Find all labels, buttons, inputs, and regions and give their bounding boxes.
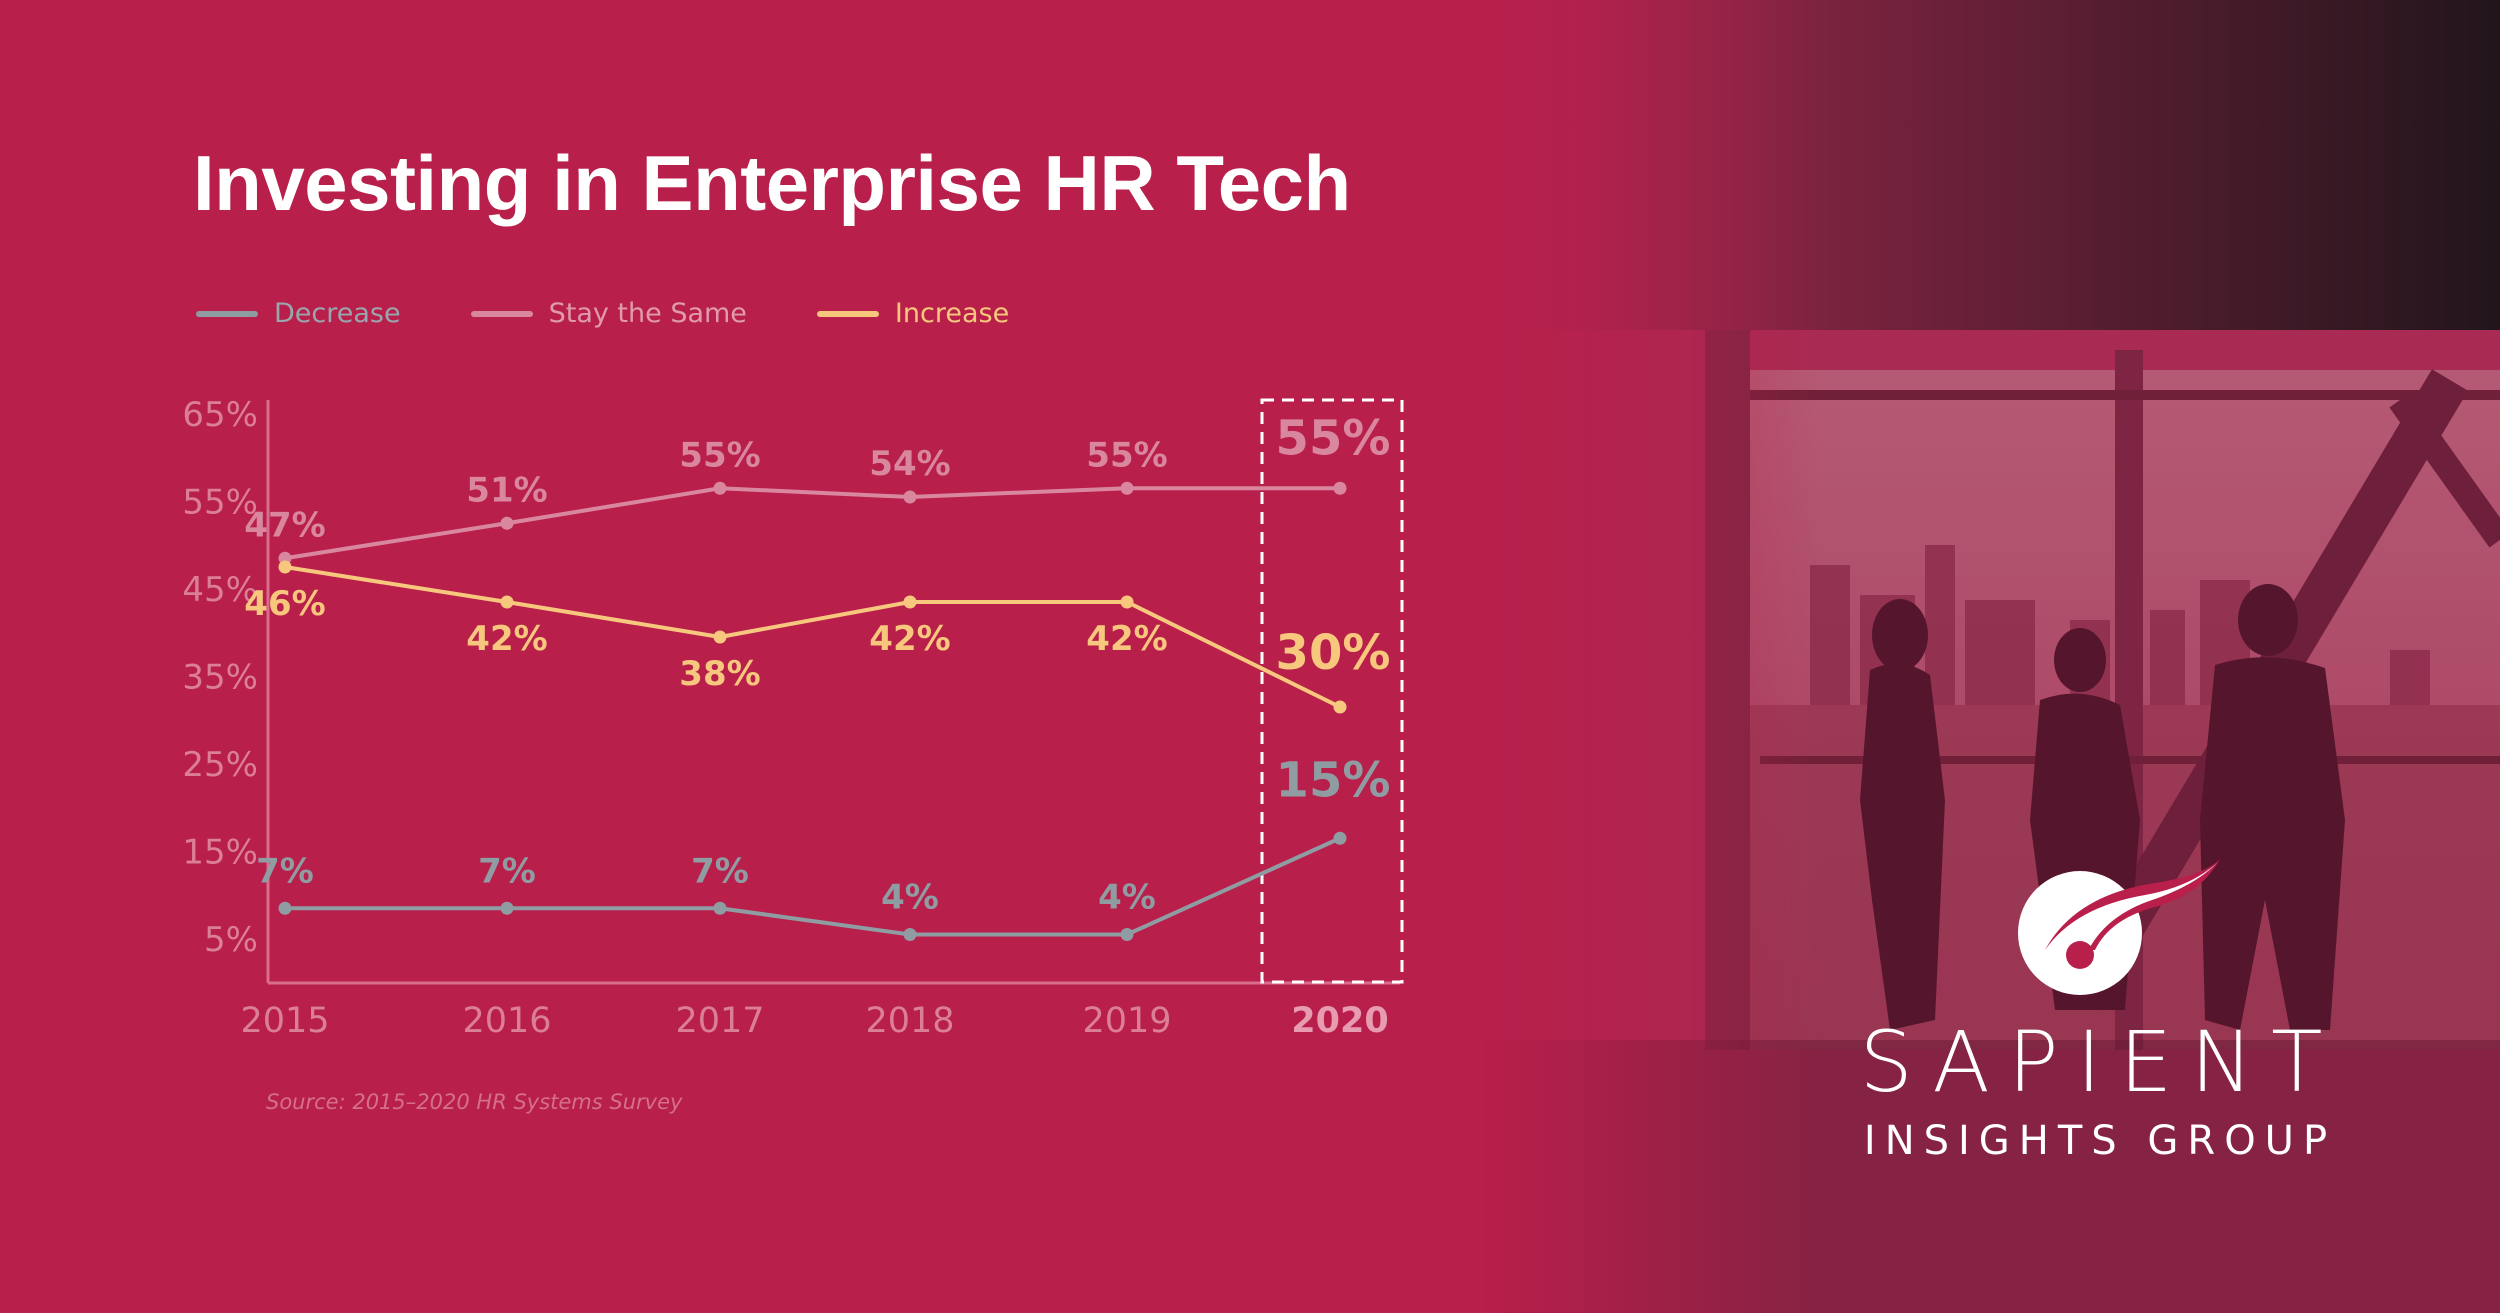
y-tick-label: 35% <box>182 657 258 697</box>
data-label-stay: 47% <box>244 505 325 545</box>
data-point-increase <box>903 595 917 609</box>
data-point-stay <box>1120 481 1134 495</box>
y-tick-label: 15% <box>182 832 258 872</box>
legend-item-increase: Increase <box>816 298 1010 329</box>
y-tick-label: 65% <box>182 395 258 435</box>
legend-swatch-decrease <box>196 310 258 317</box>
data-point-increase <box>1333 700 1347 714</box>
page-title: Investing in Enterprise HR Tech <box>193 139 1351 227</box>
source-note: Source: 2015–2020 HR Systems Survey <box>266 1090 683 1114</box>
data-label-decrease: 7% <box>478 851 536 891</box>
data-label-stay: 51% <box>466 470 547 510</box>
series-line-decrease <box>285 836 1341 937</box>
logo-wordmark: SAPIENT <box>1859 1013 2341 1111</box>
data-point-increase <box>713 630 727 644</box>
data-point-stay <box>713 481 727 495</box>
data-label-stay: 55% <box>1276 410 1391 466</box>
legend-label-increase: Increase <box>894 298 1010 329</box>
legend-swatch-increase <box>816 310 879 317</box>
x-tick-label: 2015 <box>240 1001 329 1041</box>
data-label-decrease: 7% <box>256 851 314 891</box>
highlight-box-2020 <box>1260 398 1404 984</box>
data-label-increase: 38% <box>679 654 760 694</box>
data-point-decrease <box>278 901 292 915</box>
data-label-decrease: 4% <box>1098 878 1156 918</box>
data-label-stay: 55% <box>679 435 760 475</box>
data-label-increase: 42% <box>466 619 547 659</box>
y-tick-label: 45% <box>182 570 258 610</box>
legend-label-decrease: Decrease <box>274 298 401 329</box>
legend-label-stay-the-same: Stay the Same <box>548 298 747 329</box>
data-point-increase <box>500 595 514 609</box>
logo-subtitle: INSIGHTS GROUP <box>1863 1118 2337 1164</box>
data-label-stay: 54% <box>869 444 950 484</box>
data-point-decrease <box>713 901 727 915</box>
x-tick-label: 2016 <box>462 1001 551 1041</box>
data-label-increase: 42% <box>869 619 950 659</box>
x-tick-label: 2018 <box>865 1001 954 1041</box>
legend-item-stay-the-same: Stay the Same <box>470 298 747 329</box>
data-label-decrease: 15% <box>1276 752 1391 808</box>
x-tick-label: 2017 <box>675 1001 764 1041</box>
data-label-increase: 42% <box>1086 619 1167 659</box>
data-point-decrease <box>500 901 514 915</box>
data-point-decrease <box>903 928 917 941</box>
data-label-increase: 46% <box>244 584 325 624</box>
data-point-stay <box>500 516 514 530</box>
legend-swatch-stay-the-same <box>470 310 533 317</box>
data-label-increase: 30% <box>1276 625 1391 681</box>
legend-item-decrease: Decrease <box>196 298 401 329</box>
series-line-increase <box>284 565 1341 709</box>
x-tick-label: 2020 <box>1291 1001 1388 1041</box>
chart-legend: Decrease Stay the Same Increase <box>196 298 1079 329</box>
y-tick-label: 5% <box>204 920 258 960</box>
series-line-stay <box>284 486 1340 561</box>
y-tick-label: 25% <box>182 745 258 785</box>
sapient-logo: SAPIENT INSIGHTS GROUP <box>1850 1020 2350 1164</box>
data-point-decrease <box>1333 831 1347 845</box>
x-tick-label: 2019 <box>1082 1001 1171 1041</box>
data-point-decrease <box>1120 928 1134 941</box>
data-label-stay: 55% <box>1086 435 1167 475</box>
data-label-decrease: 4% <box>881 878 939 918</box>
data-label-decrease: 7% <box>691 851 749 891</box>
data-point-stay <box>1333 481 1347 495</box>
data-point-increase <box>1120 595 1134 609</box>
data-point-increase <box>278 560 292 574</box>
sapient-logo-icon <box>2018 859 2220 995</box>
y-tick-label: 55% <box>182 482 258 522</box>
data-point-stay <box>903 490 917 504</box>
